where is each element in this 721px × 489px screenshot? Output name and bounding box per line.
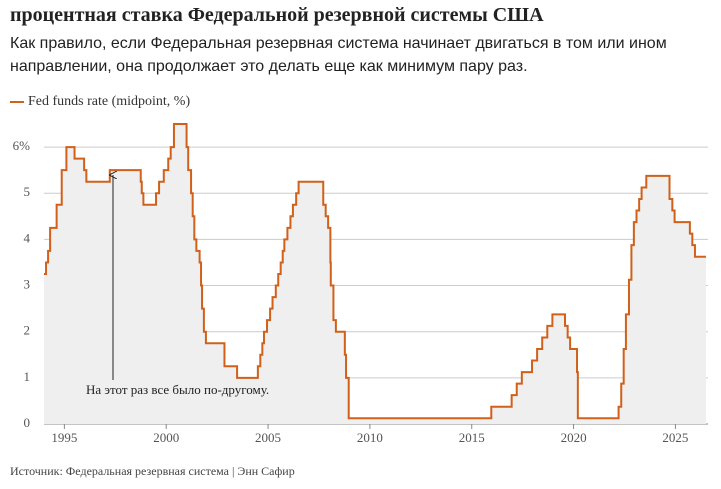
x-tick-label: 2005 [255, 430, 281, 445]
annotation: На этот раз все было по-другому. [86, 382, 269, 397]
x-tick-label: 2000 [153, 430, 179, 445]
x-tick-label: 2025 [662, 430, 688, 445]
line [44, 123, 706, 420]
y-tick-label: 4 [24, 230, 31, 245]
y-tick-label: 2 [24, 323, 31, 338]
area [44, 124, 706, 424]
x-tick-label: 2020 [561, 430, 587, 445]
x-tick-label: 2015 [459, 430, 485, 445]
y-tick-label: 5 [24, 184, 31, 199]
x-tick-label: 2010 [357, 430, 383, 445]
chart: 0 1 2 3 4 5 6% 1995 2000 2005 2010 2015 2020 2025 Fed … [10, 94, 708, 445]
legend-label: Fed funds rate (midpoint, %) [28, 94, 190, 109]
source: Источник: Федеральная резервная система … [10, 464, 295, 478]
chart-subtitle: Как правило, если Федеральная резервная … [10, 35, 667, 75]
x-tick-label: 1995 [51, 430, 77, 445]
y-tick-label: 0 [24, 415, 31, 430]
y-tick-label: 1 [24, 369, 31, 384]
chart-title: процентная ставка Федеральной резервной … [10, 4, 544, 26]
y-tick-label: 3 [24, 277, 31, 292]
y-tick-label: 6% [13, 138, 31, 153]
